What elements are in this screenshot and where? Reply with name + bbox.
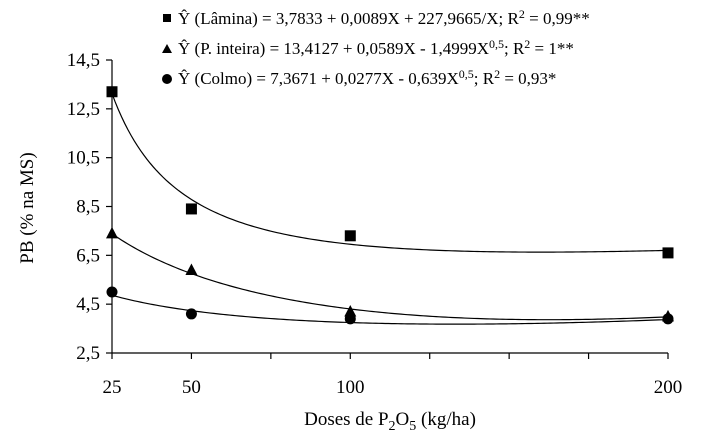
legend-p-inteira-eq: Ŷ (P. inteira) = 13,4127 + 0,0589X - 1,4…: [178, 39, 489, 58]
legend-square-marker: [163, 14, 171, 22]
legend-colmo-r2-exp: 2: [494, 67, 500, 81]
y-tick-label: 6,5: [76, 245, 100, 266]
x-axis-title-sub-2: 5: [409, 419, 416, 434]
point-colmo: [662, 313, 674, 325]
legend-lamina-r2-exp: 2: [519, 7, 525, 21]
y-axis-title: PB (% na MS): [17, 152, 38, 263]
y-tick-label: 4,5: [76, 294, 100, 315]
legend: Ŷ (Lâmina) = 3,7833 + 0,0089X + 227,9665…: [162, 7, 590, 88]
legend-text-colmo: Ŷ (Colmo) = 7,3671 + 0,0277X - 0,639X0,5…: [178, 67, 556, 88]
x-tick-label: 25: [103, 377, 122, 398]
y-tick-label: 8,5: [76, 197, 100, 218]
legend-lamina-r2: = 0,99**: [525, 9, 590, 28]
point-colmo: [344, 313, 356, 325]
legend-lamina-eq: Ŷ (Lâmina) = 3,7833 + 0,0089X + 227,9665…: [178, 9, 520, 28]
point-lamina: [662, 247, 674, 259]
trend-curve-colmo: [111, 294, 669, 325]
legend-p-inteira-r2-exp: 2: [524, 37, 530, 51]
trend-curve-lamina: [111, 93, 669, 253]
point-lamina: [106, 86, 118, 98]
legend-colmo-eq: Ŷ (Colmo) = 7,3671 + 0,0277X - 0,639X: [178, 69, 459, 88]
x-axis-title-tail: (kg/ha): [416, 409, 476, 430]
legend-colmo-r2: = 0,93*: [500, 69, 556, 88]
trend-curve-p-inteira: [111, 233, 669, 321]
x-tick-label: 200: [654, 377, 683, 398]
x-axis-title-sub-1: 2: [389, 419, 396, 434]
legend-p-inteira-r2: = 1**: [530, 39, 574, 58]
legend-colmo-mid: ; R: [474, 69, 495, 88]
legend-p-inteira-exp: 0,5: [489, 37, 504, 51]
y-tick-label: 2,5: [76, 343, 100, 364]
legend-circle-marker: [162, 74, 172, 84]
x-tick-label: 100: [336, 377, 365, 398]
y-axis-ticks: 2,5 4,5 6,5 8,5 10,5 12,5 14,5: [67, 50, 112, 364]
x-axis-title-main: Doses de P: [304, 409, 388, 430]
legend-item-p-inteira: Ŷ (P. inteira) = 13,4127 + 0,0589X - 1,4…: [162, 37, 574, 58]
point-p-inteira: [106, 226, 118, 239]
point-lamina: [344, 230, 356, 242]
point-p-inteira: [185, 263, 198, 275]
legend-item-colmo: Ŷ (Colmo) = 7,3671 + 0,0277X - 0,639X0,5…: [162, 67, 556, 88]
legend-colmo-exp: 0,5: [459, 67, 474, 81]
y-tick-label: 14,5: [67, 50, 100, 71]
trend-curves: [111, 93, 669, 325]
x-tick-label: 50: [182, 377, 201, 398]
x-axis-title-mid: O: [396, 409, 410, 430]
x-axis-title: Doses de P2O5 (kg/ha): [304, 409, 476, 434]
y-tick-label: 12,5: [67, 99, 100, 120]
point-colmo: [106, 286, 118, 298]
data-markers: [106, 86, 674, 325]
legend-text-lamina: Ŷ (Lâmina) = 3,7833 + 0,0089X + 227,9665…: [178, 7, 590, 28]
legend-item-lamina: Ŷ (Lâmina) = 3,7833 + 0,0089X + 227,9665…: [163, 7, 590, 28]
legend-text-p-inteira: Ŷ (P. inteira) = 13,4127 + 0,0589X - 1,4…: [178, 37, 574, 58]
legend-p-inteira-mid: ; R: [504, 39, 525, 58]
x-axis-ticks: 25 50 100 200: [103, 353, 683, 398]
y-tick-label: 10,5: [67, 148, 100, 169]
legend-triangle-marker: [162, 44, 172, 53]
point-p-inteira: [344, 304, 357, 317]
point-colmo: [185, 308, 197, 320]
point-lamina: [185, 203, 197, 215]
